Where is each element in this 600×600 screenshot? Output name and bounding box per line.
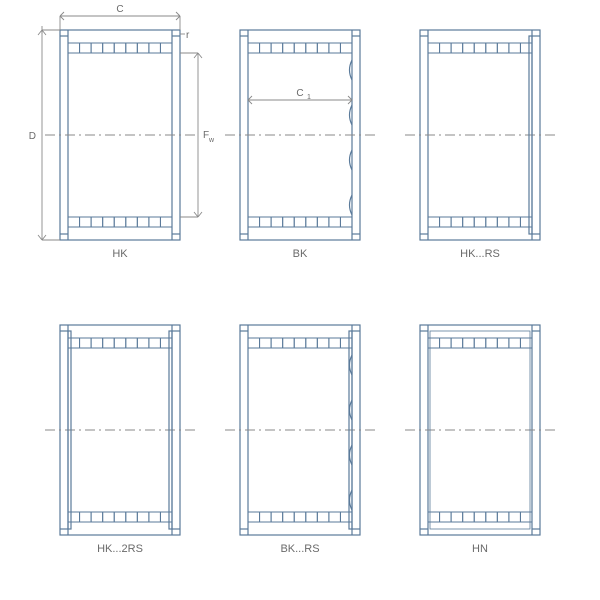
svg-text:r: r — [186, 30, 190, 41]
bearing-label: HN — [420, 543, 540, 555]
bearing-hn — [420, 325, 540, 535]
svg-text:D: D — [29, 131, 36, 142]
bearing-bk: C1 — [240, 30, 360, 240]
bearing-label: BK — [240, 248, 360, 260]
bearing-label: BK...RS — [240, 543, 360, 555]
bearing-label: HK...RS — [420, 248, 540, 260]
bearing-hk_rs — [420, 30, 540, 240]
bearing-label: HK...2RS — [60, 543, 180, 555]
bearing-hk: CrDFw — [60, 30, 180, 240]
svg-text:C: C — [116, 4, 123, 15]
diagram-canvas: CrDFwHKC1BKHK...RSHK...2RSBK...RSHN — [0, 0, 600, 600]
bearing-bk_rs — [240, 325, 360, 535]
bearing-label: HK — [60, 248, 180, 260]
svg-text:1: 1 — [307, 94, 311, 101]
bearing-hk_2rs — [60, 325, 180, 535]
svg-text:C: C — [296, 88, 303, 99]
